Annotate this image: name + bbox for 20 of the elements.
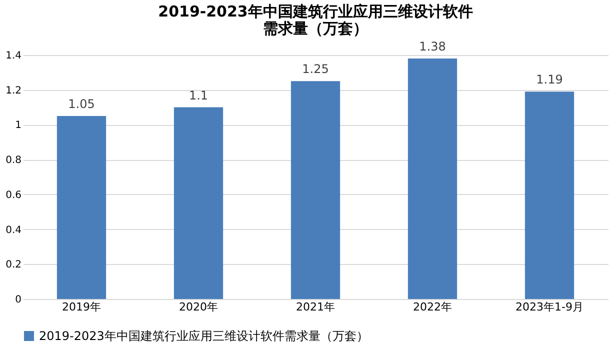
x-tick-label: 2019年 xyxy=(62,300,101,314)
y-tick-label: 0.4 xyxy=(6,224,22,236)
data-label: 1.38 xyxy=(419,39,446,54)
y-tick-label: 0.8 xyxy=(6,155,22,166)
data-label: 1.25 xyxy=(302,62,329,76)
y-tick-label: 0 xyxy=(15,294,22,306)
y-tick-label: 1 xyxy=(15,120,22,132)
y-tick-label: 0.6 xyxy=(6,190,22,201)
y-tick-label: 0.2 xyxy=(6,260,22,271)
data-label: 1.1 xyxy=(188,88,208,102)
y-tick-label: 1.4 xyxy=(6,50,22,62)
x-tick-label: 2021年 xyxy=(296,300,335,314)
y-tick-label: 1.2 xyxy=(6,85,22,96)
x-tick-label: 2022年 xyxy=(413,300,452,314)
chart-title: 2019-2023年中国建筑行业应用三维设计软件需求量（万套） xyxy=(158,2,473,38)
data-label: 1.19 xyxy=(536,72,563,87)
data-label: 1.05 xyxy=(68,97,95,111)
x-tick-label: 2023年1-9月 xyxy=(516,300,584,314)
x-tick-label: 2020年 xyxy=(179,300,218,314)
legend-label: 2019-2023年中国建筑行业应用三维设计软件需求量（万套） xyxy=(39,329,368,343)
